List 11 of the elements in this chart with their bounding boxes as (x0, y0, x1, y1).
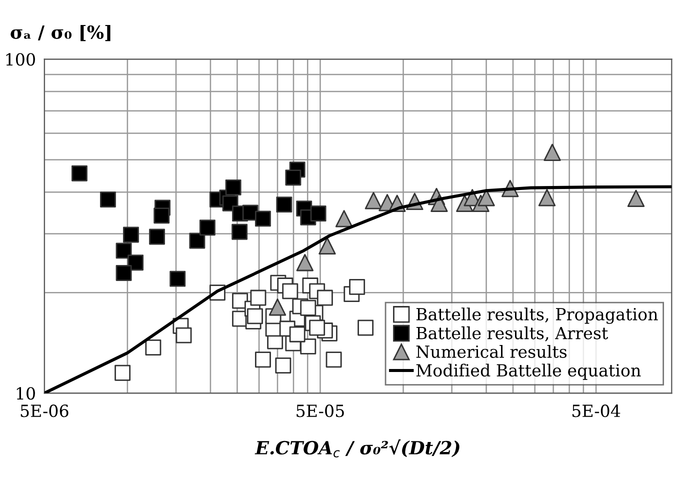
x-tick-label: 5E-04 (572, 404, 620, 418)
legend-label: Modified Battelle equation (416, 364, 641, 380)
y-tick-label: 10 (16, 387, 35, 400)
legend-label: Battelle results, Propagation (416, 308, 658, 324)
y-axis-title: σₐ / σ₀ [%] (10, 24, 110, 42)
x-axis-title: E.CTOA$_{c}$ / σ₀²√(Dt/2) (254, 439, 460, 458)
y-tick-label: 100 (6, 53, 35, 66)
legend-label: Battelle results, Arrest (416, 326, 608, 342)
x-tick-label: 5E-05 (296, 404, 344, 418)
legend-label: Numerical results (416, 345, 567, 358)
x-tick-label: 5E-06 (20, 404, 68, 418)
